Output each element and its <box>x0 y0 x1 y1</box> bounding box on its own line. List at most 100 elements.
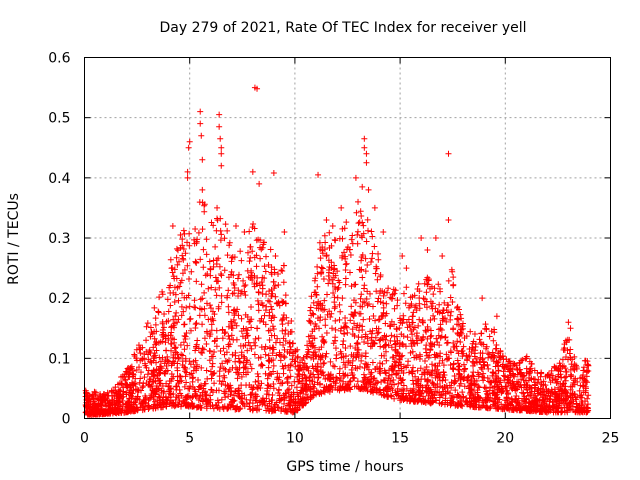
data-point <box>254 274 261 281</box>
data-point <box>156 399 163 406</box>
data-point <box>279 268 286 275</box>
data-point <box>363 296 370 303</box>
data-point <box>332 326 339 333</box>
data-point <box>256 282 263 289</box>
data-point <box>348 283 355 290</box>
data-point <box>513 398 520 405</box>
data-point <box>338 204 345 211</box>
data-point <box>150 369 157 376</box>
data-point <box>100 410 107 417</box>
data-point <box>188 268 195 275</box>
x-tick-label: 15 <box>391 431 409 447</box>
data-point <box>228 332 235 339</box>
data-point <box>84 391 91 398</box>
data-point <box>468 388 475 395</box>
data-point <box>473 404 480 411</box>
data-point <box>259 290 266 297</box>
data-point <box>479 397 486 404</box>
data-point <box>513 362 520 369</box>
data-point <box>192 321 199 328</box>
data-point <box>466 345 473 352</box>
data-point <box>452 378 459 385</box>
data-point <box>476 358 483 365</box>
data-point <box>580 379 587 386</box>
data-point <box>566 350 573 357</box>
data-point <box>146 347 153 354</box>
data-point <box>153 366 160 373</box>
data-point <box>490 358 497 365</box>
data-point <box>465 353 472 360</box>
data-point <box>363 159 370 166</box>
data-point <box>350 352 357 359</box>
data-point <box>91 402 98 409</box>
data-point <box>273 300 280 307</box>
data-point <box>491 383 498 390</box>
data-point <box>174 284 181 291</box>
data-point <box>486 378 493 385</box>
data-point <box>248 345 255 352</box>
data-point <box>318 264 325 271</box>
data-point <box>333 351 340 358</box>
data-point <box>532 384 539 391</box>
data-point <box>328 242 335 249</box>
data-point <box>327 314 334 321</box>
data-point <box>190 367 197 374</box>
data-point <box>519 397 526 404</box>
data-point <box>293 384 300 391</box>
data-point <box>213 343 220 350</box>
data-point <box>423 276 430 283</box>
data-point <box>557 362 564 369</box>
data-point <box>183 304 190 311</box>
data-point <box>247 244 254 251</box>
data-point <box>159 327 166 334</box>
data-point <box>248 316 255 323</box>
data-point <box>252 342 259 349</box>
data-point <box>510 382 517 389</box>
data-point <box>339 341 346 348</box>
data-point <box>267 345 274 352</box>
data-point <box>97 397 104 404</box>
data-point <box>570 379 577 386</box>
data-point <box>182 373 189 380</box>
data-point <box>375 256 382 263</box>
data-point <box>545 404 552 411</box>
data-point <box>198 306 205 313</box>
data-point <box>272 252 279 259</box>
data-point <box>356 322 363 329</box>
data-point <box>240 353 247 360</box>
data-point <box>184 239 191 246</box>
data-point <box>416 351 423 358</box>
data-point <box>448 349 455 356</box>
data-point <box>475 383 482 390</box>
data-point <box>277 380 284 387</box>
data-point <box>383 357 390 364</box>
data-point <box>265 364 272 371</box>
data-point <box>303 353 310 360</box>
data-point <box>347 359 354 366</box>
data-point <box>326 229 333 236</box>
data-point <box>435 308 442 315</box>
data-point <box>192 357 199 364</box>
data-point <box>567 346 574 353</box>
data-point <box>458 315 465 322</box>
data-point <box>266 400 273 407</box>
data-point <box>493 358 500 365</box>
data-point <box>428 370 435 377</box>
data-point <box>117 393 124 400</box>
data-point <box>349 311 356 318</box>
data-point <box>361 339 368 346</box>
data-point <box>191 297 198 304</box>
data-point <box>431 285 438 292</box>
data-point <box>275 404 282 411</box>
data-point <box>377 272 384 279</box>
data-point <box>407 323 414 330</box>
data-point <box>426 352 433 359</box>
data-point <box>275 270 282 277</box>
data-point <box>579 409 586 416</box>
data-point <box>343 260 350 267</box>
data-point <box>350 312 357 319</box>
data-point <box>341 249 347 256</box>
data-point <box>181 266 188 273</box>
data-point <box>82 401 89 408</box>
data-point <box>360 316 367 323</box>
